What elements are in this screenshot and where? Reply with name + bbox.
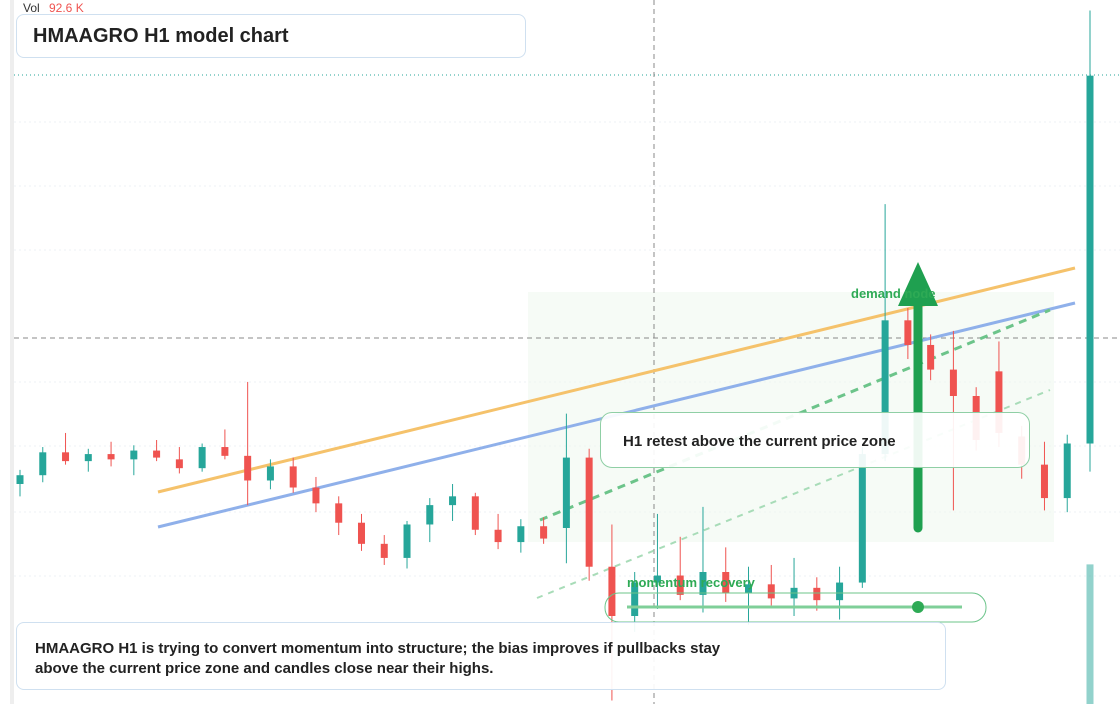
candle-body bbox=[608, 566, 616, 616]
vol-label: Vol bbox=[23, 1, 40, 15]
candle-body bbox=[631, 582, 639, 616]
candle-body bbox=[426, 505, 434, 525]
slider-dot bbox=[912, 601, 924, 613]
candle-body bbox=[153, 450, 161, 458]
candle-body bbox=[16, 475, 24, 484]
annotation: demand node bbox=[851, 286, 936, 301]
candle-body bbox=[858, 454, 866, 583]
note: HMAAGRO H1 is trying to convert momentum… bbox=[16, 622, 946, 690]
candle-body bbox=[244, 455, 252, 481]
candle-body bbox=[653, 575, 661, 583]
title: HMAAGRO H1 model chart bbox=[16, 14, 526, 58]
candle-body bbox=[198, 447, 206, 469]
candle-body bbox=[904, 320, 912, 345]
candle-body bbox=[335, 503, 343, 523]
candle-body bbox=[130, 450, 138, 460]
candle-body bbox=[1063, 443, 1071, 499]
candle-body bbox=[357, 522, 365, 544]
candle-body bbox=[1040, 464, 1048, 499]
candle-body bbox=[881, 320, 889, 455]
candle-body bbox=[403, 524, 411, 558]
candle-body bbox=[585, 457, 593, 567]
candle-body bbox=[289, 466, 297, 488]
left-strip bbox=[10, 0, 14, 704]
candle-body bbox=[494, 529, 502, 543]
candle-body bbox=[62, 452, 70, 462]
candle-body bbox=[995, 371, 1003, 433]
candle-body bbox=[813, 587, 821, 601]
candle-body bbox=[722, 572, 730, 594]
vol-value: 92.6 K bbox=[49, 1, 84, 15]
candle-body bbox=[449, 496, 457, 506]
candle-body bbox=[266, 466, 274, 481]
candle-body bbox=[1086, 75, 1094, 444]
candle-body bbox=[39, 452, 47, 476]
trend-line bbox=[539, 308, 1051, 522]
candle-body bbox=[676, 575, 684, 595]
candle-body bbox=[380, 543, 388, 558]
candle-body bbox=[927, 344, 935, 370]
candle-body bbox=[949, 369, 957, 396]
candle-body bbox=[221, 447, 229, 456]
candle-body bbox=[84, 454, 92, 462]
annotation: momentum recovery bbox=[627, 575, 756, 590]
candle-body bbox=[745, 584, 753, 594]
candle-body bbox=[471, 496, 479, 530]
volume-bar bbox=[1086, 564, 1094, 704]
candle-body bbox=[767, 584, 775, 599]
candle-body bbox=[699, 572, 707, 595]
candle-body bbox=[107, 454, 115, 460]
candle-body bbox=[517, 526, 525, 543]
candle-body bbox=[540, 526, 548, 539]
candle-body bbox=[175, 459, 183, 469]
annotation-box: H1 retest above the current price zone bbox=[600, 412, 1030, 468]
candle-body bbox=[312, 487, 320, 504]
candle-body bbox=[562, 457, 570, 528]
arrow-head bbox=[898, 262, 938, 306]
candle-body bbox=[836, 582, 844, 601]
